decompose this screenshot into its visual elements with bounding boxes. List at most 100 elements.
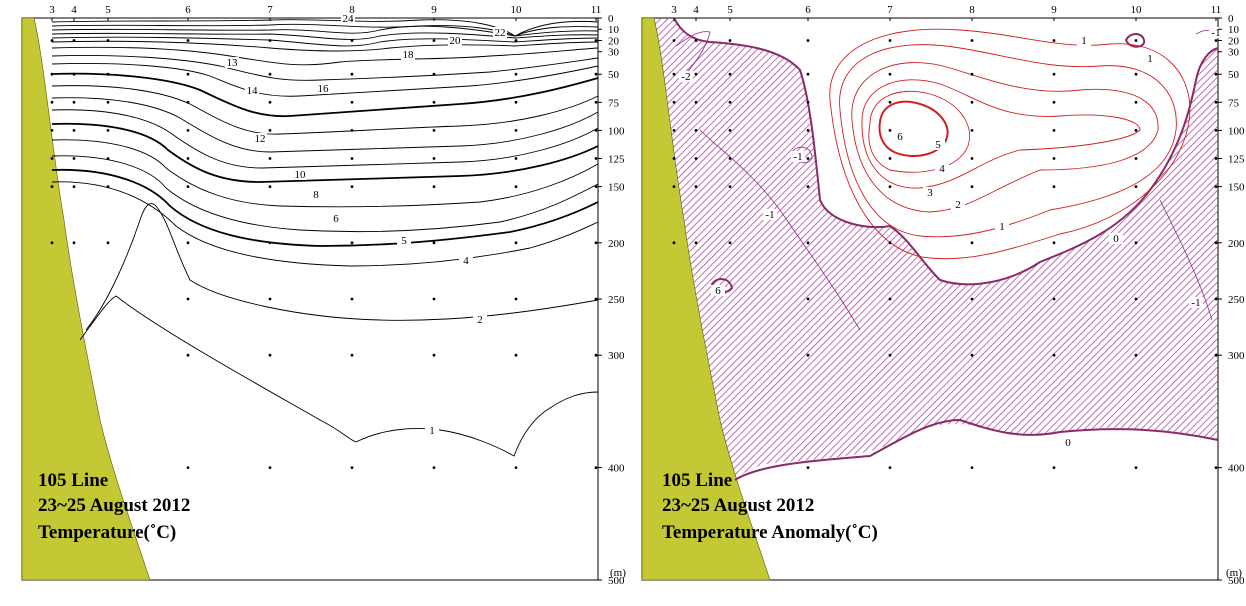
sample-point <box>594 466 598 469</box>
depth-unit: (m) <box>1226 567 1242 579</box>
temperature-contours <box>51 46 599 457</box>
sample-point <box>1052 353 1056 357</box>
sample-point <box>106 39 110 42</box>
sample-point <box>1052 100 1056 104</box>
sample-point <box>888 185 892 189</box>
depth-label-75: 75 <box>608 97 620 109</box>
sample-point <box>514 129 518 132</box>
title-line-3: Temperature Anomaly(˚C) <box>662 522 878 543</box>
contour-label: 5 <box>935 139 941 151</box>
sample-point <box>672 185 676 189</box>
depth-label-75: 75 <box>1228 97 1240 109</box>
sample-point <box>1214 129 1218 132</box>
contour-label: 20 <box>450 35 462 47</box>
contour-label: -1 <box>765 209 774 221</box>
contour-label: 8 <box>313 189 319 201</box>
sample-point <box>806 72 810 76</box>
chart-title: 105 Line 23~25 August 2012 Temperature(˚… <box>38 470 190 543</box>
sample-point <box>970 241 974 245</box>
contour-label: 12 <box>255 133 266 145</box>
sample-point <box>970 297 974 301</box>
sample-point <box>268 241 272 245</box>
contour-label-bg <box>316 83 330 94</box>
contour-label-bg <box>791 151 805 162</box>
sample-point <box>1214 353 1218 357</box>
sample-point <box>672 100 676 104</box>
contour-label-bg <box>893 131 907 142</box>
depth-label-30: 30 <box>608 47 620 59</box>
sample-point <box>72 129 76 132</box>
contour-label: 10 <box>295 169 307 181</box>
sample-point <box>594 297 598 301</box>
sample-point <box>1134 297 1138 301</box>
sample-point <box>50 72 54 76</box>
station-label-10: 10 <box>511 4 523 16</box>
contour-label-bg <box>425 425 439 436</box>
station-label-9: 9 <box>1051 4 1057 16</box>
sample-point <box>106 185 110 189</box>
sample-point <box>1214 72 1218 76</box>
contour-label-bg <box>995 221 1009 232</box>
sample-point <box>186 353 190 357</box>
sample-point <box>432 297 436 301</box>
sample-point <box>50 100 54 104</box>
sample-point <box>694 157 698 160</box>
sample-point <box>806 353 810 357</box>
sample-point <box>888 466 892 469</box>
depth-label-400: 400 <box>608 463 625 475</box>
sample-point <box>432 353 436 357</box>
sample-point <box>186 72 190 76</box>
sample-point <box>350 72 354 76</box>
negative-anomaly-region <box>642 18 1218 540</box>
contour-label-bg <box>1077 35 1091 46</box>
sample-point <box>350 353 354 357</box>
sample-point <box>970 157 974 160</box>
contour-label-bg <box>711 285 725 296</box>
sample-point <box>806 39 810 42</box>
sample-point <box>50 185 54 189</box>
sample-point <box>1134 241 1138 245</box>
sample-point <box>106 241 110 245</box>
sample-point <box>1052 39 1056 42</box>
title-line-1: 105 Line <box>38 470 108 491</box>
sample-point <box>672 129 676 132</box>
title-line-2: 23~25 August 2012 <box>38 495 190 516</box>
sample-point <box>728 185 732 189</box>
sample-point <box>106 129 110 132</box>
positive-contours <box>829 28 1191 260</box>
sample-point <box>694 72 698 76</box>
contour-label-bg <box>473 314 487 325</box>
sample-point <box>888 129 892 132</box>
station-label-3: 3 <box>49 4 55 16</box>
sample-point <box>1134 466 1138 469</box>
sample-points <box>672 39 1218 469</box>
station-label-4: 4 <box>693 4 699 16</box>
contour-label: 6 <box>715 285 721 297</box>
sample-point <box>970 129 974 132</box>
sample-point <box>970 466 974 469</box>
sample-point <box>432 129 436 132</box>
sample-point <box>888 157 892 160</box>
depth-label-300: 300 <box>1228 350 1245 362</box>
sample-point <box>672 72 676 76</box>
depth-label-50: 50 <box>1228 69 1240 81</box>
sample-point <box>186 100 190 104</box>
sample-point <box>594 241 598 245</box>
sample-point <box>514 353 518 357</box>
sample-point <box>694 129 698 132</box>
sample-point <box>1052 241 1056 245</box>
sample-point <box>970 353 974 357</box>
contour-label: 4 <box>939 163 945 175</box>
sample-point <box>694 185 698 189</box>
station-label-6: 6 <box>805 4 811 16</box>
depth-label-50: 50 <box>608 69 620 81</box>
contour-label: -1 <box>793 151 802 163</box>
sample-point <box>186 297 190 301</box>
sample-point <box>72 39 76 42</box>
sample-point <box>1134 353 1138 357</box>
sample-point <box>1052 466 1056 469</box>
sample-point <box>432 39 436 42</box>
depth-label-500: 500 <box>1228 575 1245 587</box>
contour-label-bg <box>931 139 945 150</box>
